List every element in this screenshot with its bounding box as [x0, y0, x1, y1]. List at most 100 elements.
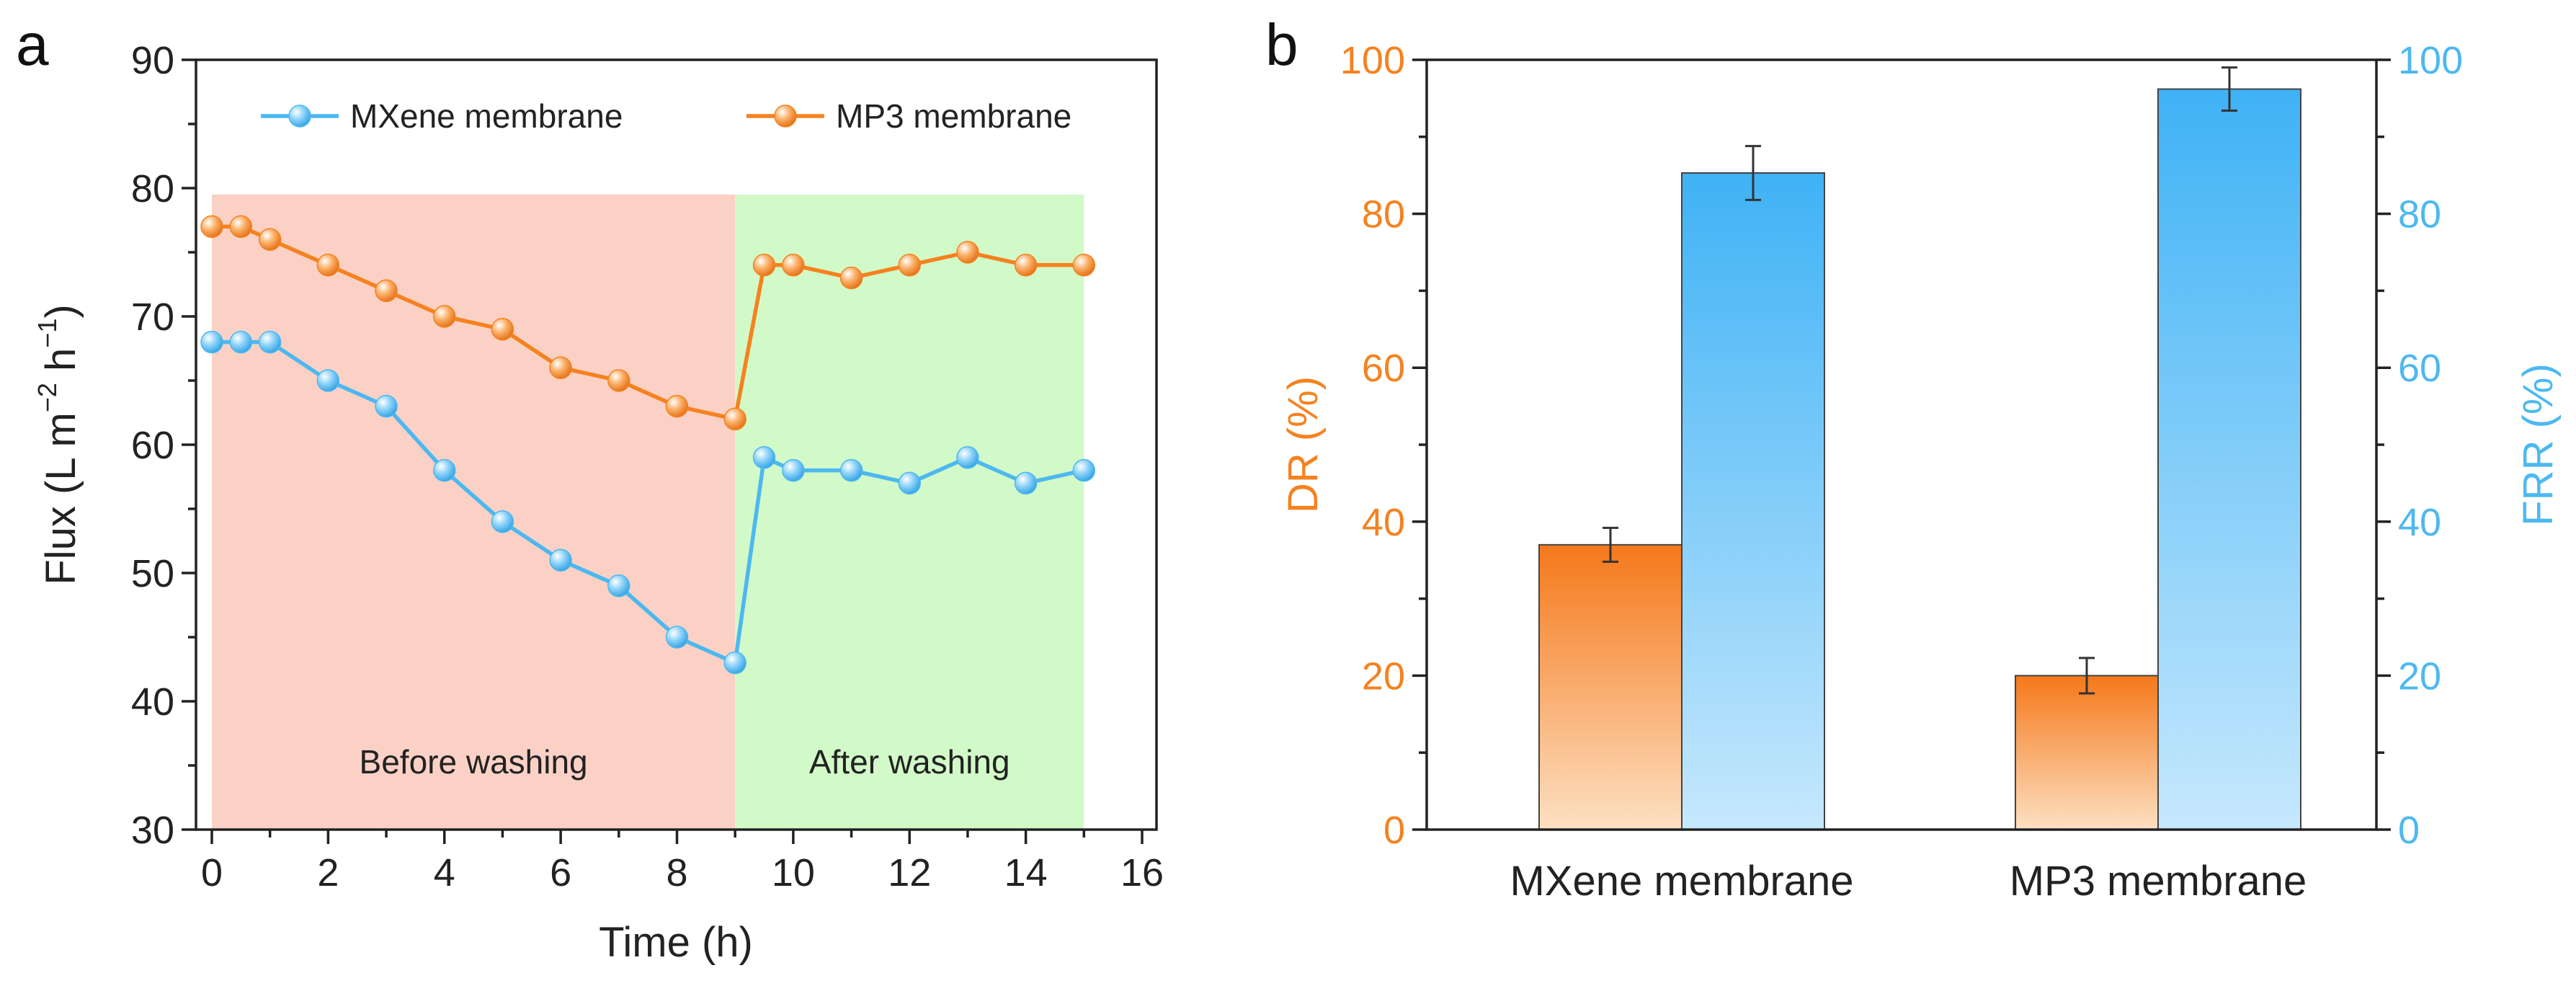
right-tick-label-1: 20 — [2398, 654, 2441, 698]
y-tick-label-3: 60 — [131, 424, 174, 467]
legend-label-1: MP3 membrane — [836, 97, 1071, 135]
x-axis-title: Time (h) — [599, 919, 753, 966]
bar-frr-1 — [2157, 88, 2301, 831]
x-tick-label-7: 14 — [1004, 851, 1048, 894]
flux-series — [200, 215, 1096, 675]
series-0-point-0 — [200, 330, 223, 354]
y-axis-title: Flux (L m−2 h−1) — [32, 304, 84, 585]
y-tick-label-1: 40 — [131, 680, 174, 724]
bar-dr-0 — [1538, 543, 1683, 831]
series-1-point-16 — [1014, 254, 1038, 277]
left-tick-label-5: 100 — [1340, 39, 1405, 82]
series-1-point-10 — [723, 407, 746, 431]
right-tick-label-3: 60 — [2398, 347, 2441, 390]
region-label-1: After washing — [809, 743, 1010, 781]
series-1-point-0 — [200, 215, 223, 239]
series-0-point-2 — [258, 330, 282, 354]
series-0-point-14 — [898, 471, 921, 495]
y-tick-label-6: 90 — [131, 39, 174, 82]
series-0-point-15 — [956, 446, 979, 469]
series-1 — [200, 215, 1096, 431]
legend: MXene membrane MP3 membrane — [261, 97, 1071, 135]
series-0-point-13 — [839, 458, 863, 482]
right-tick-label-2: 40 — [2398, 501, 2441, 544]
series-1-point-5 — [433, 305, 456, 328]
y-axis-ticks: 30 40 50 60 70 80 90 — [131, 39, 196, 852]
series-1-point-4 — [375, 279, 398, 303]
series-1-point-2 — [258, 228, 282, 251]
series-0-point-9 — [665, 626, 689, 649]
series-0-point-4 — [375, 394, 398, 418]
panel-label-a: a — [16, 12, 49, 78]
left-tick-label-1: 20 — [1362, 654, 1405, 698]
bar-dr-1 — [2015, 675, 2159, 831]
series-1-point-17 — [1072, 254, 1096, 277]
right-tick-label-4: 80 — [2398, 193, 2441, 236]
right-tick-label-5: 100 — [2398, 39, 2463, 82]
left-tick-label-2: 40 — [1362, 501, 1405, 544]
series-0-point-10 — [723, 651, 746, 675]
series-1-point-12 — [782, 254, 805, 277]
legend-label-0: MXene membrane — [350, 97, 623, 135]
series-1-point-13 — [839, 266, 863, 290]
y-tick-label-0: 30 — [131, 809, 174, 852]
x-tick-label-6: 12 — [888, 851, 931, 894]
series-1-point-15 — [956, 241, 979, 264]
x-tick-label-4: 8 — [666, 851, 687, 894]
wash-region-labels: Before washing After washing — [360, 743, 1010, 781]
x-tick-label-3: 6 — [550, 851, 571, 894]
category-label-1: MP3 membrane — [2010, 858, 2307, 905]
series-1-point-11 — [752, 254, 776, 277]
series-0-point-17 — [1072, 458, 1096, 482]
right-y-axis-title: FRR (%) — [2515, 363, 2562, 526]
series-0-point-3 — [316, 369, 340, 392]
series-0-point-6 — [491, 510, 514, 533]
bars — [1538, 88, 2301, 831]
x-tick-label-1: 2 — [317, 851, 339, 894]
series-0-point-11 — [752, 446, 776, 469]
x-axis-ticks: 0 2 4 6 8 10 12 14 16 — [201, 830, 1164, 894]
panel-label-b: b — [1265, 12, 1298, 78]
series-1-point-1 — [229, 215, 253, 239]
error-bars — [1603, 66, 2237, 695]
x-tick-label-8: 16 — [1120, 851, 1164, 894]
x-tick-label-5: 10 — [772, 851, 815, 894]
series-0-point-12 — [782, 458, 805, 482]
legend-marker-1 — [774, 105, 797, 128]
region-0 — [212, 194, 736, 830]
left-y-axis-ticks: 0 20 40 60 80 100 — [1340, 39, 1427, 852]
left-tick-label-4: 80 — [1362, 193, 1405, 236]
y-tick-label-5: 80 — [131, 167, 174, 210]
series-1-point-6 — [491, 318, 514, 341]
y-tick-label-2: 50 — [131, 552, 174, 595]
left-tick-label-0: 0 — [1383, 809, 1405, 852]
series-0-point-7 — [549, 548, 572, 572]
region-label-0: Before washing — [360, 743, 588, 781]
y-tick-label-4: 70 — [131, 296, 174, 339]
series-1-point-7 — [549, 356, 572, 379]
x-tick-label-2: 4 — [434, 851, 455, 894]
region-1 — [735, 194, 1084, 830]
category-labels: MXene membrane MP3 membrane — [1510, 858, 2307, 905]
series-1-point-9 — [665, 394, 689, 418]
series-0-point-16 — [1014, 471, 1038, 495]
right-y-axis-ticks: 0 20 40 60 80 100 — [2376, 39, 2463, 852]
legend-marker-0 — [288, 105, 311, 128]
series-0 — [200, 330, 1096, 675]
series-1-point-8 — [607, 369, 630, 392]
category-label-0: MXene membrane — [1510, 858, 1853, 905]
series-1-point-14 — [898, 254, 921, 277]
x-tick-label-0: 0 — [201, 851, 223, 894]
panel-a-line-chart: a Before washing After washing 0 2 4 6 8 10 12 1… — [16, 12, 1164, 966]
wash-regions — [212, 194, 1084, 830]
series-0-point-5 — [433, 458, 456, 482]
left-tick-label-3: 60 — [1362, 347, 1405, 390]
panel-b-bar-chart: b 0 20 40 60 80 100 0 20 40 60 80 100 MXene membra… — [1265, 12, 2562, 905]
bar-frr-0 — [1681, 172, 1825, 831]
series-1-point-3 — [316, 254, 340, 277]
series-0-point-1 — [229, 330, 253, 354]
right-tick-label-0: 0 — [2398, 809, 2420, 852]
left-y-axis-title: DR (%) — [1280, 376, 1327, 513]
series-0-point-8 — [607, 574, 630, 598]
